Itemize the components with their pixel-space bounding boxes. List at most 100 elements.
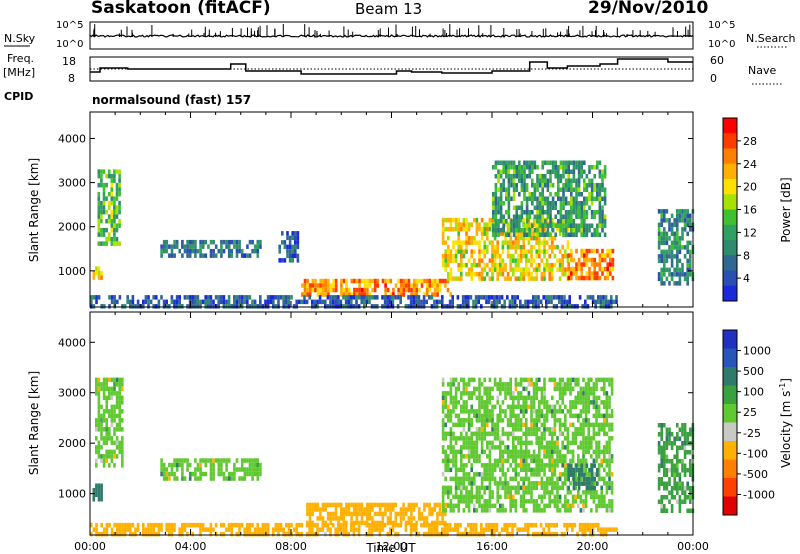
- heatmap-cell: [286, 253, 289, 259]
- heatmap-cell: [456, 522, 460, 528]
- heatmap-cell: [663, 209, 666, 214]
- heatmap-cell: [681, 245, 684, 250]
- heatmap-cell: [531, 165, 534, 170]
- heatmap-cell: [572, 271, 576, 276]
- heatmap-cell: [428, 295, 431, 300]
- heatmap-cell: [583, 178, 586, 183]
- heatmap-cell: [433, 507, 437, 512]
- heatmap-cell: [615, 299, 618, 305]
- heatmap-cell: [513, 304, 517, 309]
- heatmap-cell: [282, 304, 285, 309]
- heatmap-cell: [217, 248, 221, 254]
- heatmap-cell: [113, 377, 116, 383]
- beam-title: Beam 13: [355, 0, 422, 18]
- heatmap-cell: [525, 160, 529, 165]
- heatmap-cell: [540, 249, 544, 254]
- heatmap-cell: [569, 503, 572, 509]
- heatmap-cell: [491, 249, 494, 254]
- heatmap-cell: [121, 440, 124, 446]
- heatmap-cell: [256, 467, 260, 472]
- heatmap-cell: [610, 422, 614, 428]
- heatmap-cell: [281, 258, 284, 263]
- heatmap-cell: [493, 258, 497, 263]
- heatmap-cell: [389, 520, 392, 526]
- heatmap-cell: [494, 192, 498, 197]
- colorbar-tick-label: 24: [743, 158, 757, 171]
- heatmap-cell: [417, 304, 421, 309]
- heatmap-cell: [591, 522, 595, 528]
- heatmap-cell: [447, 391, 450, 396]
- heatmap-cell: [444, 413, 447, 419]
- heatmap-cell: [570, 196, 573, 201]
- heatmap-cell: [530, 490, 533, 495]
- heatmap-cell: [554, 192, 557, 197]
- heatmap-cell: [546, 196, 550, 201]
- heatmap-cell: [598, 169, 602, 174]
- heatmap-cell: [470, 404, 473, 410]
- heatmap-cell: [181, 467, 184, 472]
- heatmap-cell: [660, 481, 663, 486]
- heatmap-cell: [575, 210, 578, 215]
- heatmap-cell: [538, 196, 542, 201]
- heatmap-cell: [319, 292, 322, 297]
- heatmap-cell: [296, 231, 300, 236]
- heatmap-cell: [460, 494, 463, 500]
- heatmap-cell: [588, 223, 591, 228]
- heatmap-cell: [598, 257, 602, 263]
- heatmap-cell: [663, 254, 666, 259]
- heatmap-cell: [212, 299, 215, 305]
- heatmap-cell: [551, 262, 554, 268]
- heatmap-cell: [478, 490, 481, 495]
- heatmap-cell: [589, 527, 592, 532]
- heatmap-cell: [90, 299, 93, 305]
- heatmap-cell: [496, 395, 499, 401]
- heatmap-cell: [676, 481, 679, 486]
- heatmap-cell: [539, 299, 543, 305]
- heatmap-cell: [256, 531, 259, 537]
- heatmap-cell: [520, 174, 524, 179]
- heatmap-cell: [592, 400, 596, 405]
- heatmap-cell: [253, 299, 257, 305]
- heatmap-cell: [113, 386, 116, 392]
- heatmap-cell: [248, 239, 252, 245]
- heatmap-cell: [316, 502, 320, 508]
- heatmap-cell: [483, 431, 486, 437]
- heatmap-cell: [251, 248, 254, 254]
- heatmap-cell: [173, 476, 176, 481]
- heatmap-cell: [217, 471, 221, 477]
- heatmap-cell: [549, 210, 552, 215]
- heatmap-cell: [496, 244, 499, 250]
- heatmap-cell: [368, 292, 372, 297]
- heatmap-cell: [175, 467, 179, 472]
- heatmap-cell: [566, 440, 570, 446]
- heatmap-cell: [532, 258, 536, 263]
- heatmap-cell: [467, 472, 471, 477]
- heatmap-cell: [546, 210, 550, 215]
- heatmap-cell: [562, 187, 565, 192]
- heatmap-cell: [420, 516, 424, 521]
- heatmap-cell: [580, 174, 583, 179]
- heatmap-cell: [212, 527, 215, 532]
- heatmap-cell: [173, 462, 176, 468]
- heatmap-cell: [475, 222, 479, 227]
- heatmap-cell: [563, 299, 566, 305]
- heatmap-cell: [181, 531, 184, 537]
- heatmap-cell: [494, 219, 498, 224]
- heatmap-cell: [532, 299, 535, 305]
- heatmap-cell: [525, 490, 528, 495]
- heatmap-cell: [368, 511, 372, 517]
- heatmap-cell: [551, 458, 554, 464]
- heatmap-cell: [580, 205, 583, 210]
- heatmap-cell: [428, 502, 431, 508]
- heatmap-cell: [610, 299, 613, 305]
- heatmap-cell: [538, 223, 542, 228]
- heatmap-cell: [160, 253, 163, 258]
- heatmap-cell: [668, 222, 671, 228]
- heatmap-cell: [97, 386, 101, 392]
- heatmap-cell: [220, 458, 223, 463]
- heatmap-cell: [514, 377, 518, 383]
- heatmap-cell: [108, 386, 111, 392]
- heatmap-cell: [110, 236, 114, 242]
- heatmap-cell: [480, 271, 484, 277]
- heatmap-cell: [160, 467, 163, 472]
